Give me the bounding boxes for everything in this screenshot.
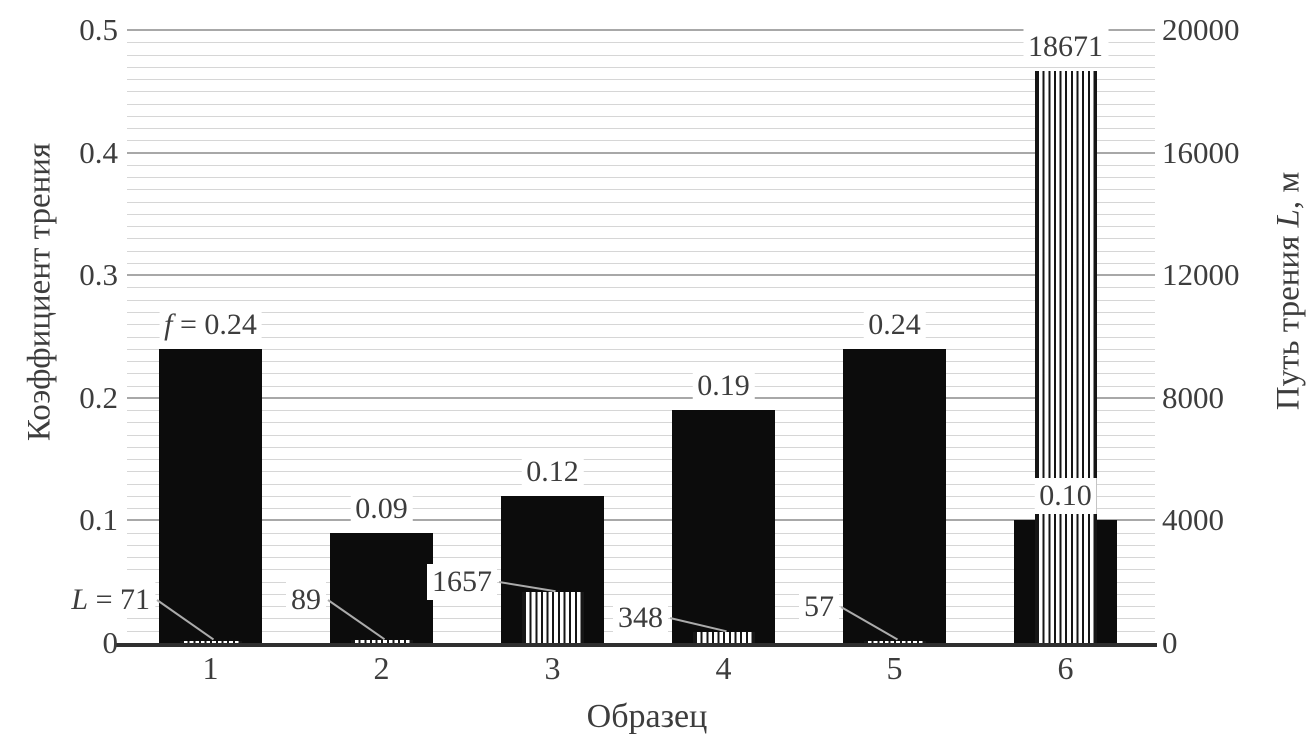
minor-gridline	[127, 361, 1155, 363]
minor-gridline	[127, 508, 1155, 510]
minor-gridline	[127, 324, 1155, 326]
major-gridline	[127, 519, 1155, 522]
minor-gridline	[127, 226, 1155, 228]
minor-gridline	[127, 311, 1155, 313]
left-axis-tick-label: 0.2	[79, 379, 118, 415]
left-axis-tick-label: 0	[102, 625, 119, 660]
minor-gridline	[127, 459, 1155, 461]
right-axis-title: Путь трения L, м	[1271, 172, 1308, 411]
minor-gridline	[127, 103, 1155, 105]
minor-gridline	[127, 79, 1155, 81]
minor-gridline	[127, 262, 1155, 264]
friction-coefficient-value-label: f = 0.24	[159, 306, 262, 343]
right-axis-title-part1: Путь трения	[1270, 227, 1307, 411]
minor-gridline	[127, 128, 1155, 130]
minor-gridline	[127, 569, 1155, 571]
friction-coefficient-value-label: 0.09	[350, 490, 413, 527]
minor-gridline	[127, 238, 1155, 240]
minor-gridline	[127, 532, 1155, 534]
right-axis-tick-label: 16000	[1162, 134, 1240, 170]
minor-gridline	[127, 213, 1155, 215]
friction-path-value-label: 1657	[427, 564, 497, 600]
minor-gridline	[127, 250, 1155, 252]
right-axis-tick-label: 12000	[1162, 257, 1240, 293]
major-gridline	[127, 274, 1155, 277]
minor-gridline	[127, 177, 1155, 179]
minor-gridline	[127, 557, 1155, 559]
minor-gridline	[127, 164, 1155, 166]
right-axis-tick-label: 4000	[1162, 502, 1224, 538]
friction-path-value-label: 348	[613, 600, 668, 636]
right-axis-tick-label: 8000	[1162, 379, 1224, 415]
friction-coefficient-bar	[843, 348, 946, 643]
major-gridline	[127, 151, 1155, 154]
friction-path-value-label: 18671	[1023, 28, 1108, 65]
minor-gridline	[127, 495, 1155, 497]
minor-gridline	[127, 434, 1155, 436]
friction-path-hatched-bar	[692, 632, 755, 643]
friction-path-hatched-bar	[350, 640, 413, 643]
minor-gridline	[127, 422, 1155, 424]
friction-coefficient-value-label: 0.12	[521, 453, 584, 490]
minor-gridline	[127, 593, 1155, 595]
x-axis-tick-label: 6	[1057, 650, 1074, 686]
minor-gridline	[127, 299, 1155, 301]
minor-gridline	[127, 66, 1155, 68]
friction-path-hatched-bar	[179, 640, 242, 643]
friction-coefficient-bar	[672, 410, 775, 643]
major-gridline	[127, 29, 1155, 31]
minor-gridline	[127, 336, 1155, 338]
friction-coefficient-value-label: 0.10	[1034, 478, 1097, 515]
right-axis-title-part2: , м	[1270, 171, 1307, 210]
x-axis-title: Образец	[586, 698, 708, 735]
major-gridline	[127, 396, 1155, 399]
friction-coefficient-value-label: 0.24	[863, 306, 926, 343]
right-axis-title-symbol-L: L	[1270, 209, 1307, 228]
friction-path-hatched-bar	[863, 640, 926, 643]
left-axis-tick-label: 0.5	[79, 12, 118, 47]
x-axis-tick-label: 1	[202, 650, 219, 686]
minor-gridline	[127, 91, 1155, 93]
minor-gridline	[127, 385, 1155, 387]
friction-path-value-label: L = 71	[66, 582, 155, 618]
minor-gridline	[127, 348, 1155, 350]
minor-gridline	[127, 115, 1155, 117]
friction-path-hatched-bar	[1034, 70, 1097, 643]
friction-coefficient-value-label: 0.19	[692, 368, 755, 405]
friction-path-value-label: 89	[286, 582, 326, 618]
x-axis-line	[116, 643, 1157, 647]
minor-gridline	[127, 446, 1155, 448]
right-axis-tick-label: 20000	[1162, 12, 1240, 47]
minor-gridline	[127, 373, 1155, 375]
x-axis-tick-label: 2	[373, 650, 390, 686]
minor-gridline	[127, 201, 1155, 203]
minor-gridline	[127, 189, 1155, 191]
friction-path-value-label: 57	[799, 589, 839, 625]
left-axis-tick-label: 0.1	[79, 502, 118, 538]
left-axis-title: Коэффициент трения	[21, 142, 58, 442]
minor-gridline	[127, 287, 1155, 289]
left-axis-tick-label: 0.3	[79, 257, 118, 293]
minor-gridline	[127, 471, 1155, 473]
x-axis-tick-label: 5	[886, 650, 903, 686]
x-axis-tick-label: 3	[544, 650, 561, 686]
minor-gridline	[127, 483, 1155, 485]
minor-gridline	[127, 140, 1155, 142]
left-axis-tick-label: 0.4	[79, 134, 118, 170]
minor-gridline	[127, 544, 1155, 546]
minor-gridline	[127, 581, 1155, 583]
minor-gridline	[127, 54, 1155, 56]
minor-gridline	[127, 42, 1155, 44]
friction-coefficient-bar	[330, 532, 433, 643]
right-axis-tick-label: 0	[1162, 625, 1178, 660]
x-axis-tick-label: 4	[715, 650, 732, 686]
friction-path-hatched-bar	[521, 592, 584, 643]
minor-gridline	[127, 410, 1155, 412]
friction-coefficient-bar	[159, 348, 262, 643]
